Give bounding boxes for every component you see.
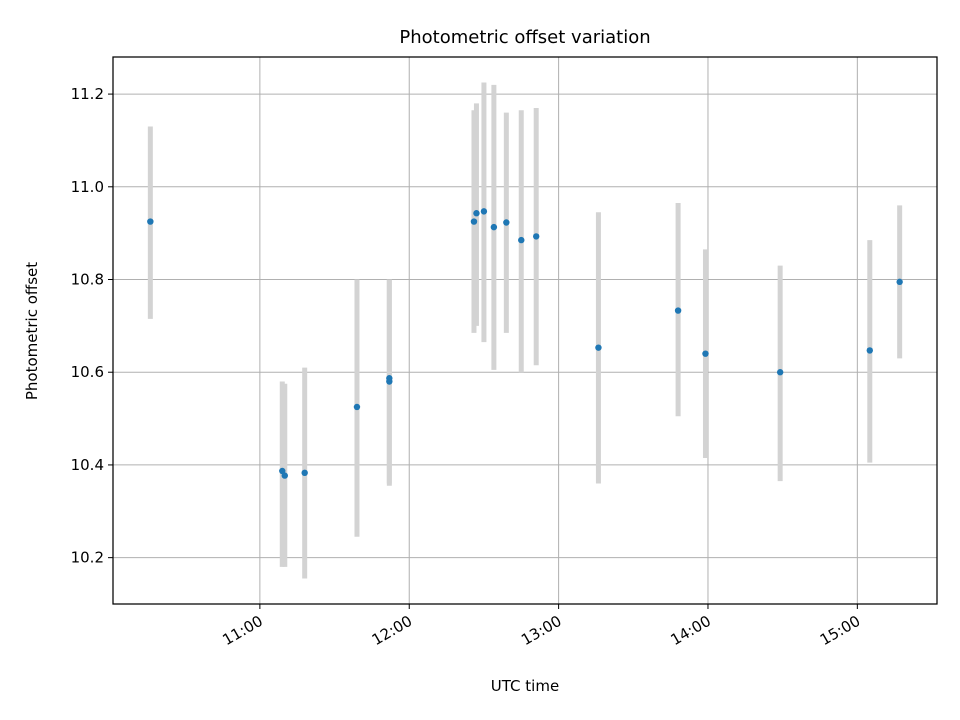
data-point xyxy=(301,469,308,477)
x-axis-label: UTC time xyxy=(491,677,559,695)
y-axis-label: Photometric offset xyxy=(23,262,41,400)
data-point xyxy=(473,210,480,217)
data-point xyxy=(866,347,873,354)
y-tick-label: 11.2 xyxy=(71,85,104,103)
data-points xyxy=(147,208,903,479)
data-point xyxy=(702,350,709,357)
data-point xyxy=(490,223,498,231)
chart-title: Photometric offset variation xyxy=(399,27,650,48)
data-point xyxy=(503,219,510,226)
data-point xyxy=(386,378,393,385)
grid xyxy=(113,57,937,604)
data-point xyxy=(776,369,784,376)
y-tick-label: 10.8 xyxy=(71,271,104,289)
data-point xyxy=(674,307,682,314)
data-point xyxy=(533,233,540,240)
data-point xyxy=(896,278,903,286)
data-point xyxy=(518,236,525,244)
plot-frame xyxy=(112,56,938,605)
data-point xyxy=(147,218,154,225)
y-tick-label: 10.6 xyxy=(71,363,104,381)
data-point xyxy=(480,208,488,215)
data-point xyxy=(470,218,478,225)
y-tick-label: 10.2 xyxy=(71,549,104,567)
data-point xyxy=(281,472,288,479)
y-tick-label: 11.0 xyxy=(71,178,104,196)
y-tick-label: 10.4 xyxy=(71,456,104,474)
data-point xyxy=(353,403,361,411)
data-point xyxy=(595,344,602,351)
